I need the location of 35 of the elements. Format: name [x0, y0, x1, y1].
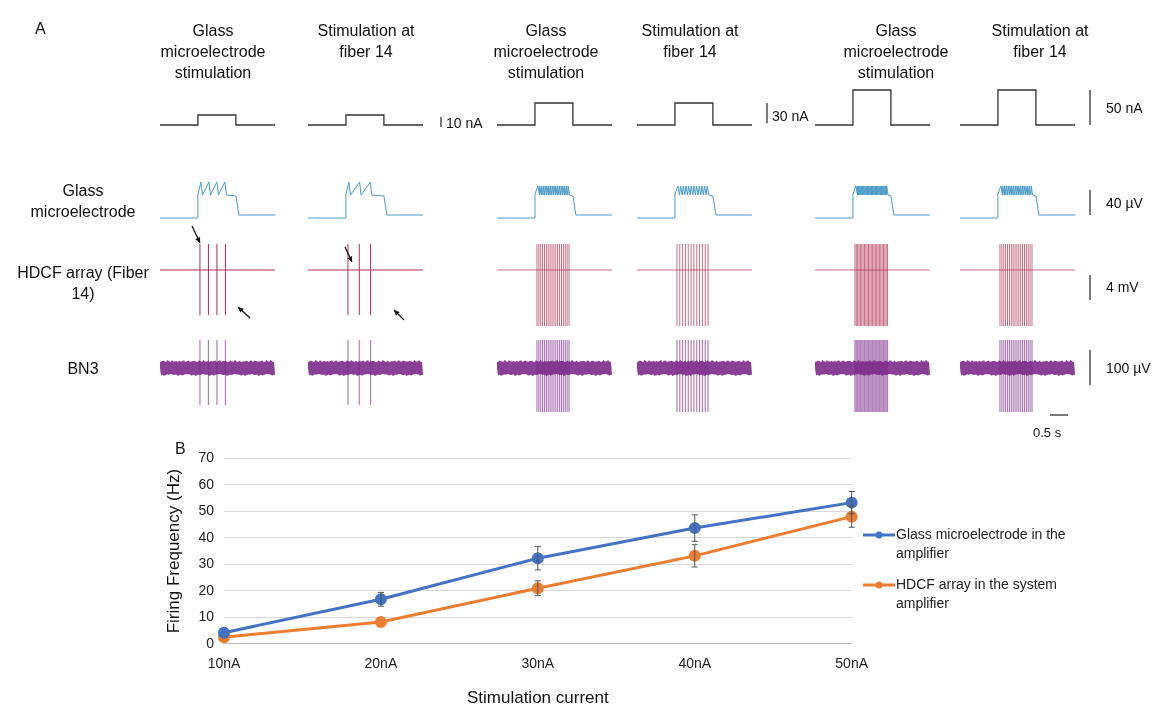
y-axis-title: Firing Frequency (Hz) — [163, 468, 183, 634]
text: 50 nA — [1106, 99, 1144, 118]
x-tick-label: 50nA — [835, 655, 869, 672]
x-tick-label: 40nA — [678, 655, 712, 672]
text: Glass microelectrode stimulation — [842, 21, 950, 83]
text: 30 nA — [772, 107, 810, 126]
y-tick-label: 20 — [198, 581, 215, 598]
y-tick-label: 50 — [198, 502, 215, 519]
text: A — [35, 19, 47, 39]
text: 0.5 s — [1033, 424, 1063, 442]
text: BN3 — [66, 359, 100, 379]
x-axis-title: Stimulation current — [466, 688, 609, 708]
text: Stimulation at fiber 14 — [640, 21, 740, 62]
y-tick-label: 70 — [198, 449, 215, 466]
x-tick-label: 10nA — [207, 655, 241, 672]
text: 100 µV — [1106, 359, 1152, 378]
y-tick-label: 0 — [206, 634, 215, 651]
text: Glass microelectrode stimulation — [159, 21, 267, 83]
text: Stimulation at fiber 14 — [990, 21, 1090, 62]
x-tick-label: 30nA — [521, 655, 555, 672]
y-tick-label: 10 — [198, 608, 215, 625]
y-tick-label: 30 — [198, 555, 215, 572]
text: Glass microelectrode stimulation — [492, 21, 600, 83]
text: 10 nA — [446, 114, 484, 133]
text: 4 mV — [1106, 278, 1140, 297]
legend-label: HDCF array in the system amplifier — [896, 575, 1059, 613]
y-tick-label: 60 — [198, 475, 215, 492]
text: 40 µV — [1106, 194, 1144, 213]
y-tick-label: 40 — [198, 528, 215, 545]
text: Glass microelectrode — [29, 181, 137, 222]
text: Stimulation at fiber 14 — [316, 21, 416, 62]
x-tick-label: 20nA — [364, 655, 398, 672]
text: HDCF array (Fiber 14) — [16, 263, 150, 304]
text: B — [175, 440, 186, 458]
legend-label: Glass microelectrode in the amplifier — [896, 525, 1067, 563]
